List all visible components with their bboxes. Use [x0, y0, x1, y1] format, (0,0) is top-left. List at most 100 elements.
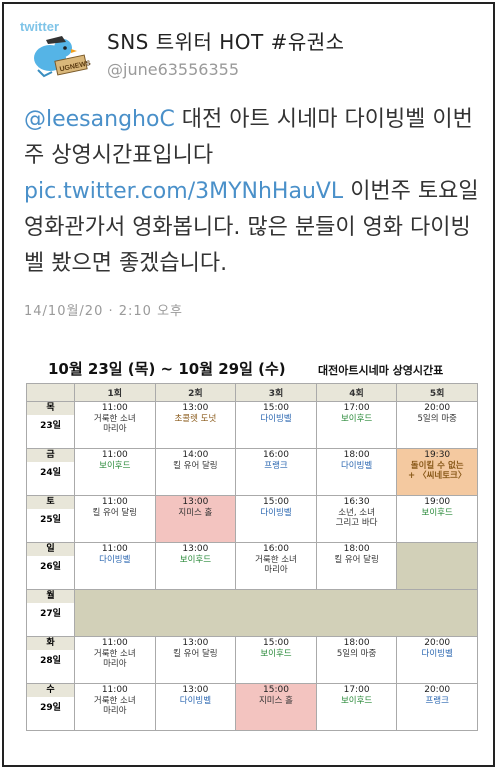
- showtime: 13:00: [182, 544, 209, 554]
- showtime: 13:00: [182, 685, 209, 695]
- movie-title: 보이후드: [340, 696, 373, 706]
- showtime-cell: 17:00 보이후드: [315, 683, 398, 731]
- showtime-cell: 19:30 돌이킬 수 없는 + 〈씨네토크〉: [396, 448, 478, 496]
- pic-link[interactable]: pic.twitter.com/3MYNhHauVL: [24, 179, 344, 204]
- showtime-cell: 15:00 다이빙벨: [235, 401, 317, 449]
- showtime-cell: 13:00 지미스 홀: [154, 495, 237, 543]
- movie-title: 돌이킬 수 없는 + 〈씨네토크〉: [408, 461, 467, 481]
- movie-title: 프랭크: [264, 461, 288, 471]
- day-label: 목: [27, 402, 74, 415]
- showtime: 18:00: [343, 638, 370, 648]
- schedule-header-row: 1회 2회 3회 4회 5회: [26, 383, 478, 402]
- day-cell: 금 24일: [26, 448, 75, 496]
- movie-title: 거룩한 소녀 마리아: [93, 649, 136, 669]
- showtime: 13:00: [182, 403, 209, 413]
- showtime-cell: 13:00 다이빙벨: [154, 683, 237, 731]
- showtime: 15:00: [263, 497, 289, 507]
- movie-title: 프랭크: [425, 696, 449, 706]
- showtime: 11:00: [101, 544, 128, 554]
- movie-title: 다이빙벨: [99, 555, 131, 565]
- day-label: 월: [27, 590, 74, 603]
- showtime-cell: 18:00 킬 유어 달링: [315, 542, 398, 590]
- showtime: 19:30: [424, 450, 451, 460]
- showtime: 18:00: [343, 544, 370, 554]
- showtime-cell: 11:00 다이빙벨: [74, 542, 156, 590]
- movie-title: 보이후드: [260, 649, 292, 659]
- showtime: 11:00: [101, 497, 128, 507]
- day-cell: 화 28일: [26, 636, 75, 684]
- showtime: 20:00: [424, 638, 451, 648]
- movie-title: 다이빙벨: [340, 461, 373, 471]
- showtime-cell: 13:00 킬 유어 달링: [154, 636, 237, 684]
- showtime-cell: 15:00 보이후드: [235, 636, 317, 684]
- display-name[interactable]: SNS 트위터 HOT #유권소: [107, 30, 345, 54]
- day-cell: 토 25일: [26, 495, 75, 543]
- day-cell: 목 23일: [26, 401, 75, 449]
- movie-title: 보이후드: [421, 508, 453, 518]
- showtime-cell: 11:00 거룩한 소녀 마리아: [74, 683, 156, 731]
- showtime: 16:30: [343, 497, 370, 507]
- date-label: 29일: [40, 703, 61, 713]
- schedule-row: 토 25일 11:00 킬 유어 달링 13:00 지미스 홀 15:00 다이빙벨 16:30…: [26, 495, 478, 543]
- movie-title: 5일의 마중: [336, 649, 377, 659]
- schedule-title: 10월 23일 (목) ~ 10월 29일 (수): [48, 360, 286, 378]
- tweet-text: @leesanghoC 대전 아트 시네마 다이빙벨 이번주 상영시간표입니다 …: [24, 102, 484, 282]
- timestamp[interactable]: 14/10월/20 · 2:10 오후: [24, 304, 183, 319]
- day-label: 일: [27, 543, 74, 556]
- date-label: 25일: [40, 515, 61, 525]
- day-label: 금: [27, 449, 74, 462]
- showtime-cell: 16:30 소년, 소녀 그리고 바다: [315, 495, 398, 543]
- showtime-cell: 11:00 거룩한 소녀 마리아: [74, 401, 156, 449]
- schedule-row: 월 27일: [26, 589, 478, 637]
- movie-title: 보이후드: [179, 555, 212, 565]
- column-header: 4회: [315, 383, 398, 402]
- mention-link[interactable]: @leesanghoC: [24, 107, 175, 132]
- showtime: 18:00: [343, 450, 370, 460]
- column-header: 1회: [74, 383, 156, 402]
- column-header: 2회: [154, 383, 237, 402]
- date-label: 26일: [40, 562, 61, 572]
- movie-title: 보이후드: [340, 414, 373, 424]
- tweet-text-part-1: 대전 아트 시네마 다이빙벨 이번주 상영시간표입니다: [24, 107, 473, 168]
- showtime-cell: 20:00 프랭크: [396, 683, 478, 731]
- showtime-cell: 20:00 5일의 마중: [396, 401, 478, 449]
- showtime-cell: 15:00 다이빙벨: [235, 495, 317, 543]
- movie-title: 보이후드: [99, 461, 131, 471]
- movie-title: 거룩한 소녀 마리아: [255, 555, 297, 575]
- schedule-image[interactable]: 10월 23일 (목) ~ 10월 29일 (수) 대전아트시네마 상영시간표 …: [26, 356, 478, 758]
- day-cell: 월 27일: [26, 589, 75, 637]
- schedule-subtitle: 대전아트시네마 상영시간표: [318, 364, 444, 377]
- showtime-cell: 13:00 보이후드: [154, 542, 237, 590]
- showtime-cell: 17:00 보이후드: [315, 401, 398, 449]
- schedule-row: 수 29일 11:00 거룩한 소녀 마리아 13:00 다이빙벨 15:00 지미스 홀 17…: [26, 683, 478, 731]
- showtime: 14:00: [182, 450, 209, 460]
- day-label: 화: [27, 637, 74, 650]
- movie-title: 다이빙벨: [179, 696, 212, 706]
- showtime-cell: 16:00 거룩한 소녀 마리아: [235, 542, 317, 590]
- tweet-text-part-2: 이번주 토요일 영화관가서 영화봅니다. 많은 분들이 영화 다이빙벨 봤으면 …: [24, 179, 479, 276]
- schedule-row: 목 23일 11:00 거룩한 소녀 마리아 13:00 초콜렛 도넛 15:00 다이빙벨 1…: [26, 401, 478, 449]
- showtime-cell: 20:00 다이빙벨: [396, 636, 478, 684]
- showtime: 15:00: [263, 685, 289, 695]
- day-cell: 일 26일: [26, 542, 75, 590]
- showtime: 11:00: [101, 638, 128, 648]
- movie-title: 소년, 소녀 그리고 바다: [335, 508, 378, 528]
- column-header: 3회: [235, 383, 317, 402]
- showtime: 15:00: [263, 403, 289, 413]
- movie-title: 킬 유어 달링: [92, 508, 138, 518]
- showtime-cell: 11:00 킬 유어 달링: [74, 495, 156, 543]
- username[interactable]: @june63556355: [107, 60, 240, 79]
- closed-day-cell: [74, 589, 478, 637]
- showtime: 13:00: [182, 638, 209, 648]
- avatar[interactable]: twitter UGNEWS: [18, 18, 94, 82]
- movie-title: 지미스 홀: [178, 508, 213, 518]
- movie-title: 거룩한 소녀 마리아: [93, 414, 136, 434]
- showtime: 11:00: [101, 685, 128, 695]
- showtime: 15:00: [263, 638, 289, 648]
- movie-title: 킬 유어 달링: [334, 555, 379, 565]
- tweet-card: twitter UGNEWS SNS 트위터 HOT #유권소 @june635…: [2, 2, 495, 767]
- date-label: 28일: [40, 656, 61, 666]
- twitter-bird-avatar-icon: twitter UGNEWS: [20, 19, 92, 78]
- showtime-cell: [396, 542, 478, 590]
- showtime: 19:00: [424, 497, 451, 507]
